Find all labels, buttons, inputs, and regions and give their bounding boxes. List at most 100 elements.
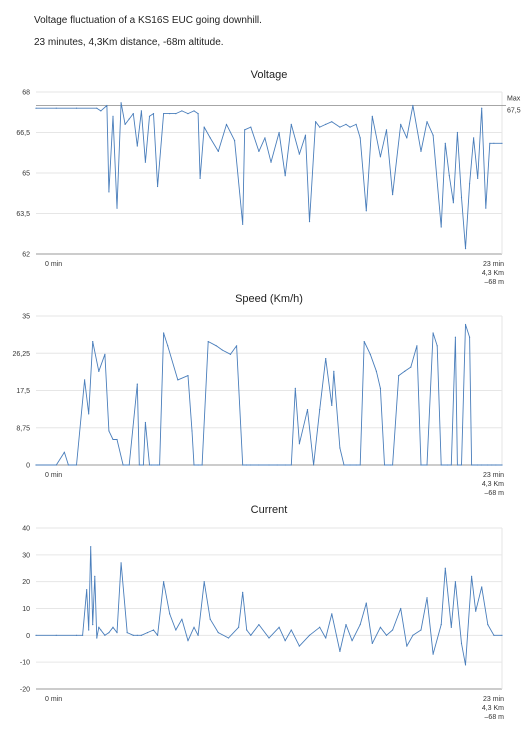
data-point [148, 115, 151, 117]
data-point [156, 464, 159, 466]
data-point [128, 118, 130, 120]
data-point [55, 634, 57, 636]
data-point [363, 340, 365, 343]
data-point [250, 464, 252, 466]
data-point [298, 153, 300, 155]
data-point [487, 464, 489, 466]
x-end-label: –68 m [485, 490, 505, 497]
data-point [481, 586, 483, 588]
data-point [468, 336, 471, 338]
data-point [306, 409, 309, 411]
data-point [400, 123, 402, 125]
data-point [163, 113, 165, 115]
data-point [227, 637, 230, 639]
data-point [312, 464, 315, 466]
data-point [379, 156, 382, 158]
data-point [278, 131, 280, 134]
data-point [339, 650, 341, 653]
data-point [343, 464, 345, 466]
data-point [319, 626, 321, 628]
x-end-label: –68 m [485, 279, 505, 286]
data-point [138, 464, 140, 466]
data-point [201, 464, 203, 466]
data-point [426, 597, 428, 599]
data-point [215, 345, 217, 347]
data-point [471, 464, 473, 466]
y-tick-label: 35 [22, 314, 30, 321]
data-point [349, 126, 351, 128]
data-point [92, 340, 94, 343]
data-point [294, 387, 296, 389]
data-point [391, 629, 394, 631]
data-point [440, 464, 442, 466]
data-point [116, 438, 118, 441]
data-point [351, 640, 353, 642]
data-point [197, 464, 199, 466]
data-point [333, 370, 335, 372]
data-point [163, 581, 165, 583]
header-line-1: Voltage fluctuation of a KS16S EUC going… [34, 15, 262, 26]
data-point [86, 589, 88, 591]
data-point [140, 634, 142, 636]
data-point [444, 567, 446, 569]
data-point [412, 104, 414, 107]
chart-title: Speed (Km/h) [235, 293, 303, 305]
data-point [126, 632, 128, 634]
x-end-label: 4,3 Km [482, 705, 504, 712]
data-point [112, 115, 114, 117]
data-point [298, 645, 300, 647]
max-label: Max [507, 96, 521, 103]
data-point [100, 110, 102, 112]
y-tick-label: 0 [26, 463, 30, 470]
data-point [359, 464, 361, 466]
data-point [100, 629, 102, 631]
data-point [116, 632, 118, 634]
data-point [233, 140, 236, 142]
data-point [75, 634, 78, 636]
x-start-label: 0 min [45, 696, 62, 703]
data-point [258, 624, 260, 626]
data-point [244, 129, 246, 131]
x-end-label: –68 m [485, 714, 505, 721]
data-point [120, 562, 122, 564]
data-point [163, 332, 165, 334]
data-point [144, 421, 147, 424]
data-point [456, 464, 459, 466]
data-point [67, 464, 70, 466]
data-point [156, 185, 159, 188]
data-point [193, 626, 195, 628]
data-point [148, 464, 151, 466]
data-point [221, 349, 223, 351]
data-point [116, 207, 118, 209]
data-point [475, 610, 477, 612]
data-point [112, 438, 114, 441]
data-point [98, 626, 100, 628]
data-point [440, 624, 442, 626]
data-point [152, 113, 155, 115]
y-tick-label: 66,5 [16, 130, 30, 137]
data-point [132, 634, 134, 636]
data-point [452, 202, 454, 204]
data-point [177, 379, 179, 381]
data-point [136, 383, 138, 385]
data-point [426, 464, 428, 466]
data-point [108, 430, 110, 432]
data-point [454, 336, 456, 338]
data-point [246, 464, 248, 466]
data-point [276, 464, 278, 466]
data-point [225, 123, 228, 125]
data-point [88, 629, 90, 631]
data-point [493, 634, 495, 636]
data-point [128, 464, 130, 466]
data-point [142, 464, 144, 466]
data-point [365, 210, 367, 212]
data-point [169, 113, 171, 115]
data-point [98, 370, 100, 372]
data-point [495, 464, 497, 466]
data-point [75, 107, 78, 109]
data-point [379, 387, 382, 389]
data-point [250, 634, 252, 636]
data-point [398, 375, 400, 377]
data-point [477, 177, 479, 179]
data-point [152, 629, 155, 631]
